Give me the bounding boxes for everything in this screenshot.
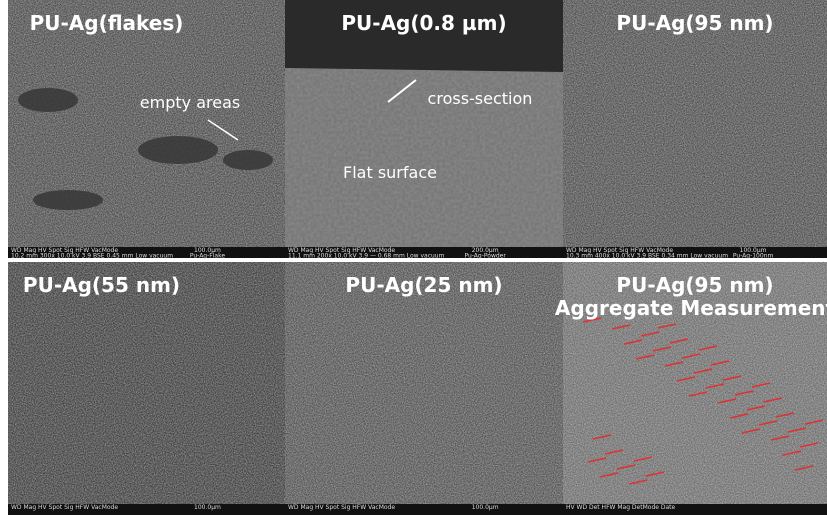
sem-panel: PU-Ag(95 nm)WD Mag HV Spot Sig HFW VacMo… bbox=[563, 0, 827, 260]
sem-panel: PU-Ag(95 nm)Aggregate Measurement HV WD D… bbox=[555, 262, 827, 515]
sem-panel: PU-Ag(25 nm) WD Mag HV Spot Sig HFW VacMo… bbox=[285, 262, 563, 515]
annotation: Flat surface bbox=[343, 163, 437, 182]
annotation: cross-section bbox=[428, 89, 533, 108]
panel-title: PU-Ag(flakes) bbox=[30, 11, 184, 35]
info-values: 11.1 mm 200x 10.0 kV 3.9 — 0.68 mm Low v… bbox=[288, 253, 445, 260]
sem-figure: PU-Ag(flakes) empty areas WD Mag HV Spot S… bbox=[0, 0, 827, 515]
info-values: 10.3 mm 400x 10.0 kV 3.9 BSE 0.34 mm Low… bbox=[566, 253, 728, 260]
panel-texture bbox=[8, 0, 285, 258]
info-header: HV WD Det HFW Mag DetMode Date bbox=[566, 504, 675, 511]
scale-label: 100.0µm bbox=[194, 504, 221, 511]
panel-title: PU-Ag(0.8 µm) bbox=[341, 11, 506, 35]
empty-area bbox=[18, 88, 78, 112]
panel-title: PU-Ag(55 nm) bbox=[23, 273, 180, 297]
empty-area bbox=[138, 136, 218, 164]
panel-title: PU-Ag(25 nm) bbox=[345, 273, 502, 297]
panel-texture bbox=[8, 262, 285, 515]
sample-label: Pu-Ag-100nm bbox=[733, 253, 774, 260]
panel-title: PU-Ag(95 nm) bbox=[616, 273, 773, 297]
info-header: WD Mag HV Spot Sig HFW VacMode bbox=[288, 504, 395, 511]
panel-title: PU-Ag(95 nm) bbox=[616, 11, 773, 35]
empty-area bbox=[223, 150, 273, 170]
sem-panel: PU-Ag(55 nm) WD Mag HV Spot Sig HFW VacMo… bbox=[8, 262, 285, 515]
sample-label: Pu-Ag-Powder bbox=[464, 253, 506, 260]
info-values: 10.2 mm 300x 10.0 kV 3.9 BSE 0.45 mm Low… bbox=[11, 253, 173, 260]
info-header: WD Mag HV Spot Sig HFW VacMode bbox=[11, 504, 118, 511]
panel-texture bbox=[285, 262, 563, 515]
annotation: Aggregate Measurement bbox=[555, 296, 827, 320]
annotation: empty areas bbox=[140, 93, 240, 112]
panel-texture bbox=[563, 0, 827, 258]
empty-area bbox=[33, 190, 103, 210]
scale-label: 100.0µm bbox=[472, 504, 499, 511]
sample-label: Pu-Ag-Flake bbox=[190, 253, 225, 260]
